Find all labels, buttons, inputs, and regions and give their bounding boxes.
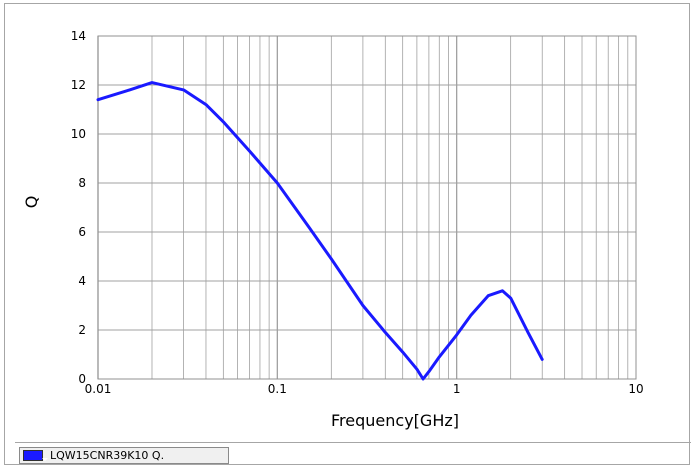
chart-frame: 0.01 0.1 1 10 0 2 4 6 8 10 12 14 Q Frequency[GHz] L… — [4, 3, 691, 466]
y-axis-label: Q — [22, 196, 41, 209]
dropdown-arrow-icon — [42, 458, 48, 461]
y-tick-label: 6 — [78, 225, 86, 239]
y-tick-label: 10 — [71, 127, 86, 141]
x-tick-label: 1 — [453, 382, 461, 396]
x-tick-label: 0.1 — [268, 382, 287, 396]
y-tick-label: 0 — [78, 372, 86, 386]
x-axis-label: Frequency[GHz] — [331, 411, 459, 430]
q-frequency-chart: 0.01 0.1 1 10 0 2 4 6 8 10 12 14 Q Frequency[GHz] — [22, 29, 644, 430]
x-tick-label: 10 — [628, 382, 643, 396]
legend: LQW15CNR39K10 Q. — [15, 442, 691, 466]
plot-border — [97, 35, 637, 380]
y-tick-label: 4 — [78, 274, 86, 288]
series-layer — [96, 81, 544, 381]
legend-color-swatch[interactable] — [23, 450, 48, 461]
legend-entry[interactable]: LQW15CNR39K10 Q. — [19, 447, 229, 464]
grid-lines — [97, 35, 637, 380]
y-tick-label: 14 — [71, 29, 86, 43]
y-tick-label: 12 — [71, 78, 86, 92]
tick-labels: 0.01 0.1 1 10 0 2 4 6 8 10 12 14 — [71, 29, 644, 396]
series-line-0 — [96, 81, 544, 381]
y-tick-label: 8 — [78, 176, 86, 190]
x-tick-label: 0.01 — [85, 382, 112, 396]
legend-series-label: LQW15CNR39K10 Q. — [50, 449, 165, 462]
y-tick-label: 2 — [78, 323, 86, 337]
